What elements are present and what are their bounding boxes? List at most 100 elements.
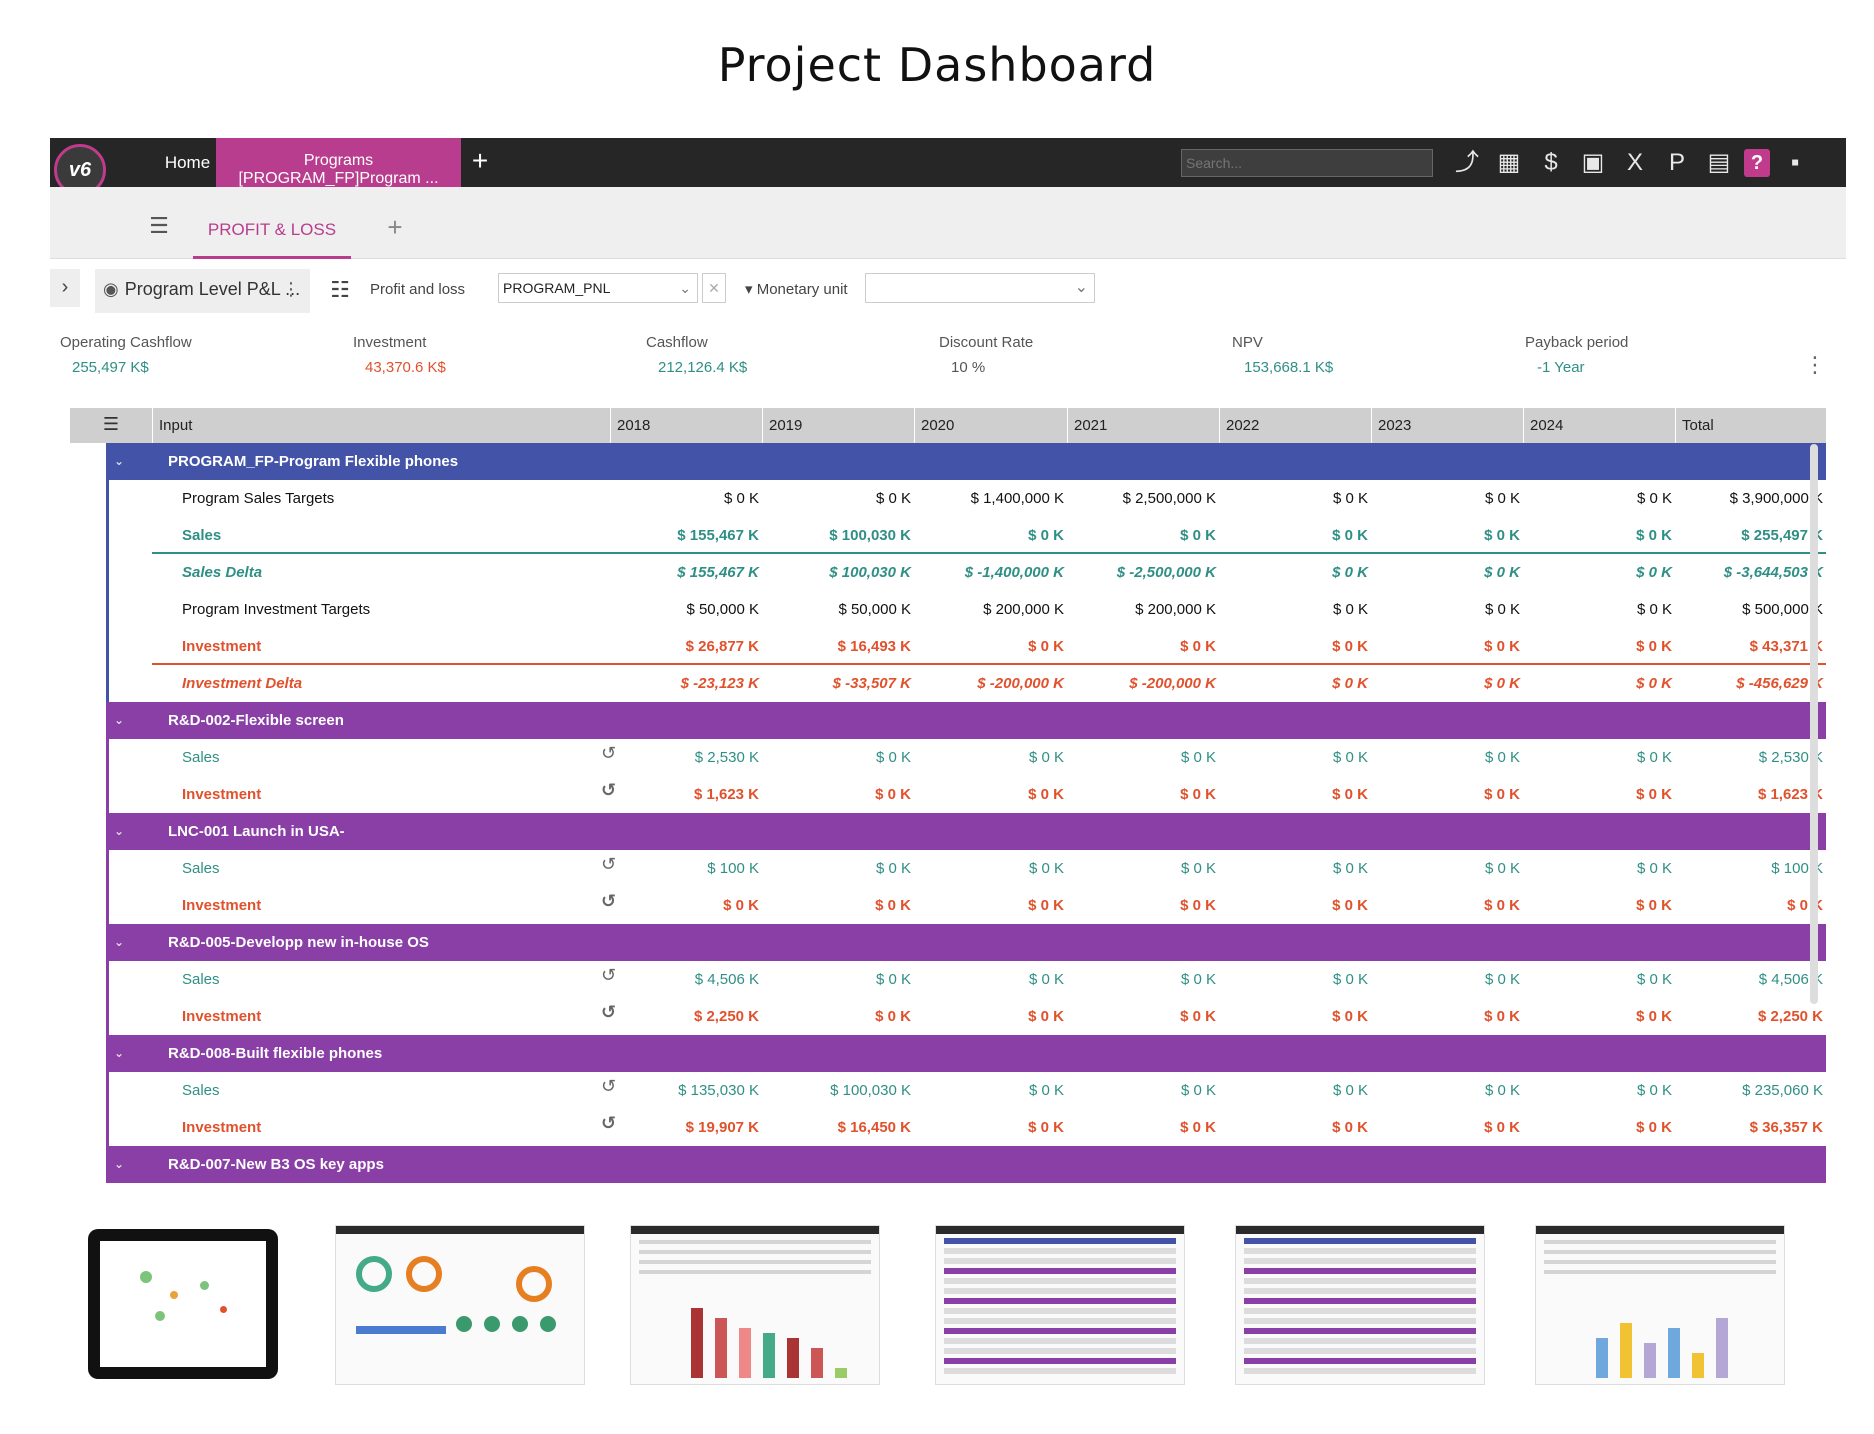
- table-cell[interactable]: $ 19,907 K: [685, 1119, 759, 1136]
- group-row[interactable]: ⌄ R&D-007-New B3 OS key apps: [106, 1146, 1826, 1183]
- table-cell[interactable]: $ 0 K: [1180, 749, 1216, 766]
- table-cell[interactable]: $ 0 K: [1180, 527, 1216, 544]
- table-cell[interactable]: $ 0 K: [1180, 1082, 1216, 1099]
- table-cell[interactable]: $ 36,357 K: [1749, 1119, 1823, 1136]
- table-cell[interactable]: $ 0 K: [875, 749, 911, 766]
- more-vertical-icon[interactable]: ⋮: [282, 279, 300, 299]
- monetary-unit-select[interactable]: ⌄: [865, 273, 1095, 303]
- table-cell[interactable]: $ 2,250 K: [1757, 1008, 1823, 1025]
- table-cell[interactable]: $ 200,000 K: [983, 601, 1064, 618]
- table-cell[interactable]: $ 0 K: [1636, 1082, 1672, 1099]
- column-header-2023[interactable]: 2023: [1371, 408, 1523, 443]
- table-cell[interactable]: $ 0 K: [1332, 527, 1368, 544]
- table-cell[interactable]: $ 0 K: [1180, 1008, 1216, 1025]
- table-cell[interactable]: $ 0 K: [1484, 897, 1520, 914]
- table-cell[interactable]: $ 0 K: [1484, 971, 1520, 988]
- table-cell[interactable]: $ 50,000 K: [686, 601, 759, 618]
- table-cell[interactable]: $ 155,467 K: [677, 564, 759, 581]
- table-cell[interactable]: $ 0 K: [1484, 860, 1520, 877]
- table-cell[interactable]: $ -33,507 K: [832, 675, 911, 692]
- share-icon[interactable]: ⤴: [1455, 149, 1479, 176]
- column-header-2021[interactable]: 2021: [1067, 408, 1219, 443]
- thumbnail-portfolio-tablet[interactable]: [88, 1229, 278, 1379]
- thumbnail-gauges-dashboard[interactable]: [335, 1225, 585, 1385]
- table-cell[interactable]: $ 0 K: [1332, 786, 1368, 803]
- table-cell[interactable]: $ 1,623 K: [1757, 786, 1823, 803]
- thumbnail-pnl-table-1[interactable]: [935, 1225, 1185, 1385]
- table-cell[interactable]: $ 0 K: [1028, 1082, 1064, 1099]
- table-cell[interactable]: $ 0 K: [1636, 897, 1672, 914]
- search-input[interactable]: [1181, 149, 1433, 177]
- reset-icon[interactable]: ↺: [601, 1002, 617, 1022]
- table-cell[interactable]: $ 0 K: [1636, 638, 1672, 655]
- reset-icon[interactable]: ↺: [601, 1076, 617, 1096]
- table-cell[interactable]: $ 0 K: [1332, 897, 1368, 914]
- table-cell[interactable]: $ 100,030 K: [830, 1082, 911, 1099]
- table-cell[interactable]: $ 0 K: [1484, 564, 1520, 581]
- table-cell[interactable]: $ 100 K: [1771, 860, 1823, 877]
- table-cell[interactable]: $ 0 K: [1636, 971, 1672, 988]
- more-vertical-icon[interactable]: ⋮: [1804, 352, 1826, 377]
- table-cell[interactable]: $ 0 K: [1028, 1119, 1064, 1136]
- table-cell[interactable]: $ 0 K: [1332, 564, 1368, 581]
- table-cell[interactable]: $ 100,030 K: [829, 564, 911, 581]
- sliders-icon[interactable]: ☷: [330, 277, 350, 302]
- table-cell[interactable]: $ 0 K: [1484, 638, 1520, 655]
- table-cell[interactable]: $ 4,506 K: [694, 971, 759, 988]
- chevron-down-icon[interactable]: ⌄: [114, 1046, 125, 1060]
- table-cell[interactable]: $ -2,500,000 K: [1116, 564, 1216, 581]
- table-cell[interactable]: $ 0 K: [1332, 675, 1368, 692]
- export-icon[interactable]: P: [1668, 149, 1685, 176]
- table-cell[interactable]: $ 200,000 K: [1135, 601, 1216, 618]
- table-cell[interactable]: $ 0 K: [875, 860, 911, 877]
- table-cell[interactable]: $ 100,030 K: [829, 527, 911, 544]
- chevron-down-icon[interactable]: ⌄: [114, 824, 125, 838]
- table-cell[interactable]: $ 0 K: [1180, 897, 1216, 914]
- column-header-total[interactable]: Total: [1675, 408, 1826, 443]
- table-scrollbar[interactable]: [1810, 444, 1818, 1004]
- table-cell[interactable]: $ 0 K: [723, 897, 759, 914]
- table-cell[interactable]: $ 0 K: [1636, 860, 1672, 877]
- view-selector[interactable]: ◉ Program Level P&L ... ⋮: [95, 269, 310, 313]
- reset-icon[interactable]: ↺: [601, 1113, 617, 1133]
- calendar-check-icon[interactable]: ▣: [1581, 149, 1605, 176]
- reset-icon[interactable]: ↺: [601, 891, 617, 911]
- thumbnail-column-chart[interactable]: [1535, 1225, 1785, 1385]
- table-cell[interactable]: $ 0 K: [1484, 601, 1520, 618]
- list-menu-icon[interactable]: ☰: [149, 213, 169, 238]
- group-row[interactable]: ⌄ LNC-001 Launch in USA-: [106, 813, 1826, 850]
- table-cell[interactable]: $ 0 K: [1028, 971, 1064, 988]
- tab-home[interactable]: Home: [164, 153, 211, 172]
- table-cell[interactable]: $ 2,530 K: [1758, 749, 1823, 766]
- table-cell[interactable]: $ -200,000 K: [1129, 675, 1216, 692]
- table-cell[interactable]: $ 0 K: [1180, 1119, 1216, 1136]
- table-cell[interactable]: $ -1,400,000 K: [964, 564, 1064, 581]
- chevron-down-icon[interactable]: ⌄: [114, 713, 125, 727]
- thumbnail-pnl-table-2[interactable]: [1235, 1225, 1485, 1385]
- table-cell[interactable]: $ 0 K: [1636, 1008, 1672, 1025]
- table-cell[interactable]: $ 135,030 K: [678, 1082, 759, 1099]
- pdf-icon[interactable]: ▤: [1707, 149, 1731, 176]
- column-header-2018[interactable]: 2018: [610, 408, 762, 443]
- table-cell[interactable]: $ 1,623 K: [693, 786, 759, 803]
- column-menu-icon[interactable]: ☰: [102, 414, 120, 434]
- table-cell[interactable]: $ -23,123 K: [680, 675, 759, 692]
- thumbnail-stacked-bars[interactable]: [630, 1225, 880, 1385]
- formula-icon[interactable]: X: [1626, 149, 1643, 176]
- calendar-icon[interactable]: ▦: [1497, 149, 1521, 176]
- table-cell[interactable]: $ 235,060 K: [1742, 1082, 1823, 1099]
- tab-profit-loss[interactable]: PROFIT & LOSS: [193, 187, 351, 259]
- chevron-right-icon[interactable]: ›: [50, 269, 80, 307]
- table-cell[interactable]: $ 0 K: [1028, 749, 1064, 766]
- table-cell[interactable]: $ 0 K: [1332, 1008, 1368, 1025]
- table-cell[interactable]: $ 0 K: [1028, 1008, 1064, 1025]
- table-cell[interactable]: $ 0 K: [1332, 749, 1368, 766]
- table-cell[interactable]: $ 0 K: [875, 897, 911, 914]
- table-cell[interactable]: $ 0 K: [1636, 601, 1672, 618]
- column-header-2024[interactable]: 2024: [1523, 408, 1675, 443]
- table-cell[interactable]: $ 0 K: [875, 786, 911, 803]
- table-cell[interactable]: $ 0 K: [1332, 638, 1368, 655]
- table-cell[interactable]: $ 0 K: [1180, 638, 1216, 655]
- table-cell[interactable]: $ 26,877 K: [685, 638, 759, 655]
- table-cell[interactable]: $ 0 K: [1332, 1119, 1368, 1136]
